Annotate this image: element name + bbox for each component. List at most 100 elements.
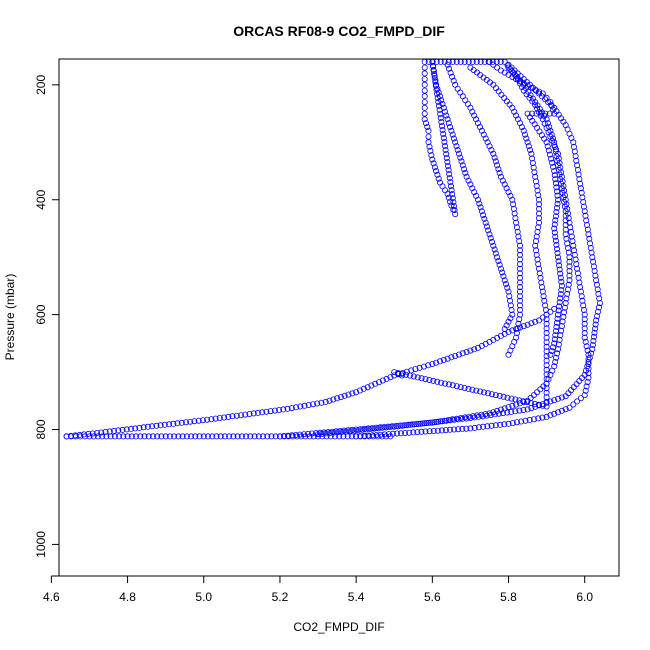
data-point [592,321,599,328]
data-point [481,215,488,222]
data-point [504,284,511,291]
data-point [492,85,499,92]
data-point [349,390,356,397]
data-point [552,358,559,365]
data-point [284,405,291,412]
data-point [403,368,410,375]
data-point [484,139,491,146]
data-point [221,433,228,440]
data-point [547,412,554,419]
data-point [585,365,592,372]
data-point [548,102,555,109]
data-point [488,422,495,429]
data-point [446,170,453,177]
data-point [552,233,559,240]
data-point [137,433,144,440]
data-point [497,421,504,428]
data-point [497,58,504,65]
data-point [563,235,570,242]
y-tick-label: 400 [34,189,48,209]
data-point [515,233,522,240]
data-point [440,130,447,137]
data-point [536,270,543,277]
data-point [473,116,480,123]
data-point [585,351,592,358]
data-point [565,215,572,222]
data-point [539,414,546,421]
data-point [533,238,540,245]
data-point [517,284,524,291]
data-point [555,196,562,203]
data-point [487,234,494,241]
data-point [314,400,321,407]
data-point [457,384,464,391]
data-point [421,64,428,71]
data-point [417,420,424,427]
data-point [483,412,490,419]
data-point [480,131,487,138]
data-point [556,159,563,166]
data-point [449,58,456,65]
data-point [379,424,386,431]
data-point [496,261,503,268]
data-point [467,414,474,421]
data-point [551,397,558,404]
data-point [208,416,215,423]
data-point [506,297,513,304]
data-point [461,166,468,173]
data-point [476,124,483,131]
data-point [457,58,464,65]
data-point [488,391,495,398]
data-point [425,139,432,146]
data-point [140,424,147,431]
data-point [292,431,299,438]
data-point [128,433,135,440]
data-point [157,422,164,429]
data-point [149,423,156,430]
x-tick-label: 6.0 [576,590,593,604]
data-point [430,63,437,70]
data-point [579,297,586,304]
data-point [573,157,580,164]
data-point [568,228,575,235]
data-point [391,369,398,376]
data-point [81,431,88,438]
data-point [518,84,525,91]
data-point [132,425,139,432]
data-point [514,419,521,426]
data-point [562,196,569,203]
data-point [144,423,151,430]
data-point [536,210,543,217]
data-point [421,58,428,65]
data-point [389,430,396,437]
data-point [517,242,524,249]
data-point [412,366,419,373]
data-point [246,410,253,417]
data-point [551,172,558,179]
data-point [421,81,428,88]
data-point [525,143,532,150]
data-point [353,433,360,440]
data-point [448,187,455,194]
data-point [431,419,438,426]
data-point [585,370,592,377]
data-point [447,69,454,76]
data-point [421,116,428,123]
data-point [170,420,177,427]
data-point [497,265,504,272]
data-point [505,318,512,325]
data-point [555,346,562,353]
data-point [213,433,220,440]
data-point [443,154,450,161]
data-point [574,166,581,173]
data-point [585,358,592,365]
data-point [441,417,448,424]
data-point [579,194,586,201]
data-point [578,293,585,300]
data-point [272,433,279,440]
data-point [549,159,556,166]
data-point [555,254,562,261]
data-point [550,163,557,170]
data-point [425,362,432,369]
data-point [439,183,446,190]
